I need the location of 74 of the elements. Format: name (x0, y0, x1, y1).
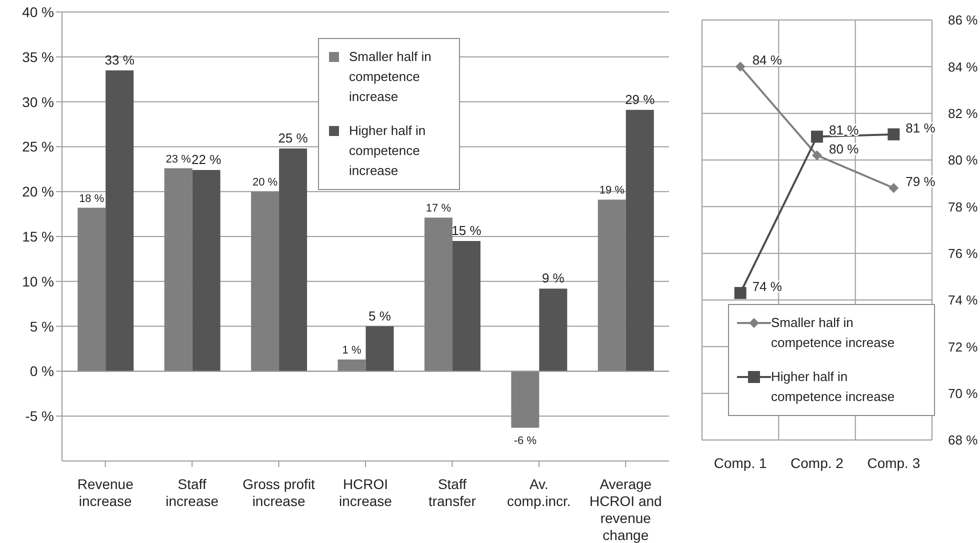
bar (452, 240, 480, 372)
bar (598, 200, 626, 372)
data-label: 20 % (252, 176, 278, 189)
data-label: 1 % (342, 344, 362, 357)
y-tick-label: 68 % (948, 432, 978, 448)
data-label: 18 % (79, 192, 104, 205)
data-label: 17 % (426, 202, 452, 215)
bar (626, 110, 654, 372)
y-tick-label: 5 % (30, 318, 54, 334)
y-tick-label: 74 % (948, 292, 978, 308)
bar (192, 170, 220, 372)
data-label: 19 % (599, 184, 625, 197)
x-tick-label: Av. comp.incr. (507, 476, 571, 509)
bar (511, 371, 540, 428)
point (888, 128, 900, 140)
y-tick-label: 10 % (22, 273, 54, 290)
y-tick-label: 72 % (948, 339, 978, 354)
data-label: 81 % (906, 120, 936, 136)
point (812, 150, 822, 160)
legend-label: Higher half in competence increase (349, 122, 427, 180)
x-tick-label: Average HCROI and revenue change (589, 476, 662, 543)
bar (106, 70, 134, 372)
y-tick-label: 70 % (948, 386, 978, 401)
y-tick-label: 76 % (948, 246, 978, 261)
bar (78, 208, 106, 372)
y-tick-label: 25 % (22, 138, 54, 155)
bar (366, 326, 394, 372)
data-label: 84 % (752, 52, 782, 68)
y-tick-label: 40 % (22, 4, 54, 20)
x-tick-label: Revenue increase (77, 476, 134, 509)
x-tick-label: Comp. 1 (714, 454, 767, 471)
bar (164, 168, 192, 372)
x-tick-label: Comp. 2 (790, 454, 844, 471)
data-label: -6 % (514, 434, 537, 447)
data-label: 80 % (829, 141, 860, 156)
bar (251, 192, 280, 372)
x-tick-label: Gross profit increase (242, 476, 316, 509)
data-label: 74 % (752, 279, 782, 294)
point (735, 62, 746, 72)
legend-label: Smaller half in competence increase (349, 48, 432, 106)
x-tick-label: HCROI increase (339, 476, 392, 509)
y-tick-label: 30 % (22, 94, 54, 110)
data-label: 22 % (192, 152, 222, 168)
data-label: 5 % (368, 308, 392, 324)
x-tick-label: Comp. 3 (867, 454, 920, 471)
data-label: 33 % (104, 52, 135, 68)
bar (338, 360, 366, 372)
y-tick-label: 35 % (22, 48, 54, 65)
data-label: 15 % (452, 222, 482, 238)
legend-label: Smaller half in competence increase (771, 314, 896, 352)
data-label: 29 % (625, 92, 656, 107)
y-tick-label: 15 % (22, 228, 54, 244)
data-label: 25 % (278, 130, 308, 146)
x-tick-label: Staff increase (166, 476, 219, 509)
y-tick-label: 0 % (30, 363, 54, 380)
y-tick-label: 82 % (948, 106, 978, 121)
point (888, 183, 899, 193)
bar (424, 218, 452, 372)
y-tick-label: 84 % (948, 59, 978, 74)
y-tick-label: 78 % (948, 199, 978, 214)
bar (539, 288, 568, 372)
x-tick-label: Staff transfer (428, 476, 476, 509)
y-tick-label: 86 % (948, 12, 978, 28)
data-label: 23 % (166, 153, 192, 166)
point (811, 130, 823, 143)
data-label: 79 % (906, 174, 936, 189)
y-tick-label: 80 % (948, 152, 978, 168)
data-label: 81 % (829, 122, 860, 138)
data-label: 9 % (542, 270, 565, 286)
legend-label: Higher half in competence increase (771, 368, 896, 406)
point (734, 287, 746, 299)
bar (279, 148, 308, 372)
y-tick-label: -5 % (25, 408, 54, 424)
y-tick-label: 20 % (22, 184, 54, 200)
